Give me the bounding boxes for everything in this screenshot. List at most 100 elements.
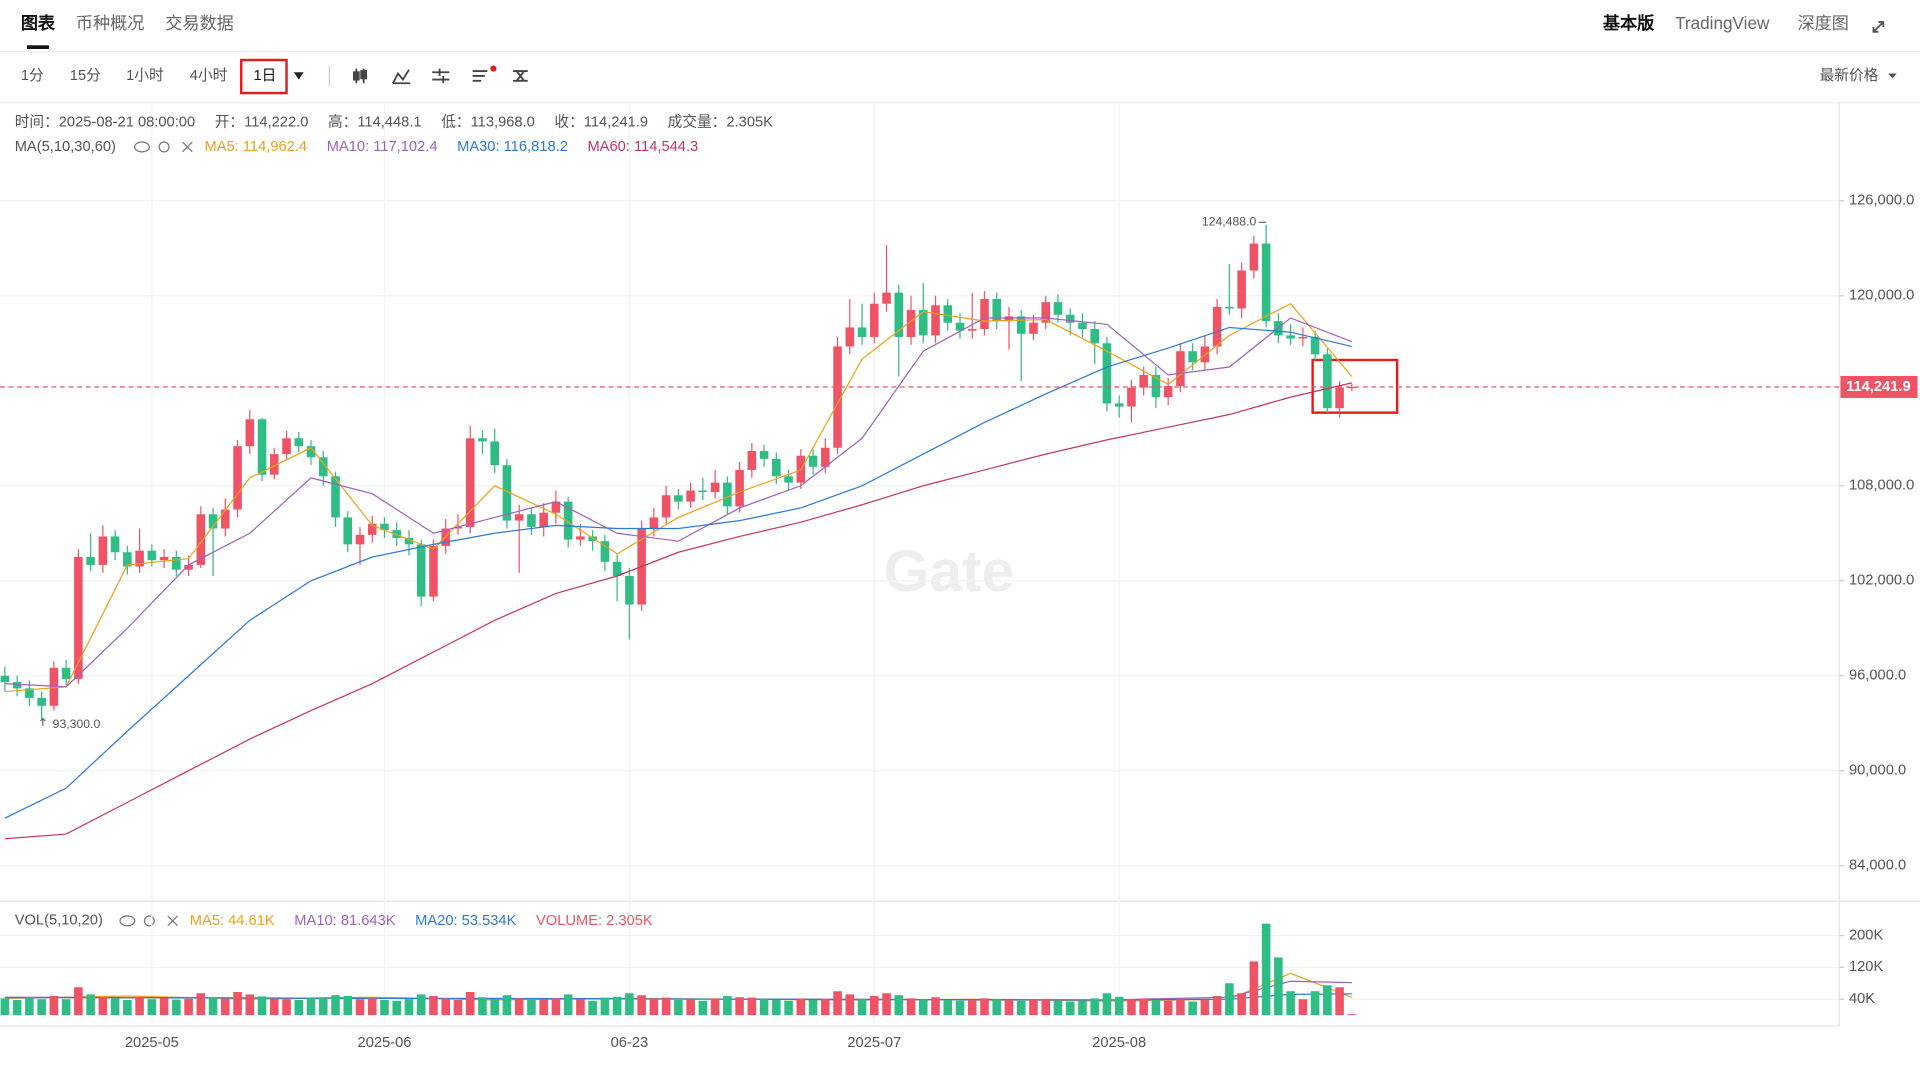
volume-bar: [12, 999, 22, 1016]
candle-body: [759, 450, 769, 459]
candle-body: [429, 545, 438, 597]
candle-body: [649, 517, 659, 529]
volume-bar: [514, 998, 524, 1016]
volume-bar: [612, 996, 622, 1016]
toolbar-icons: [352, 68, 528, 85]
candle-body: [1261, 243, 1271, 322]
y-tick-label: 120,000.0: [1849, 288, 1914, 304]
highlight-box: [1311, 358, 1399, 414]
volume-bar: [453, 999, 463, 1016]
candle-body: [49, 667, 59, 706]
candle-body: [600, 541, 610, 562]
volume-bar: [502, 995, 512, 1016]
candle-body: [1163, 386, 1173, 398]
dropdown-icon[interactable]: [293, 72, 304, 80]
volume-bar: [1078, 1000, 1087, 1016]
candle-body: [465, 438, 475, 527]
annotation-label: 93,300.0: [53, 717, 101, 731]
close-icon[interactable]: [182, 141, 193, 153]
candle-body: [821, 447, 830, 467]
eye-icon[interactable]: [119, 915, 136, 927]
volume-bar: [392, 1000, 402, 1016]
volume-bar: [661, 997, 671, 1016]
volume-bar: [172, 999, 181, 1016]
volume-bar: [551, 998, 561, 1016]
candle-body: [1151, 374, 1161, 398]
volume-bar: [61, 999, 71, 1016]
volume-legend: MA5: 44.61K MA10: 81.643K MA20: 53.534K VOL…: [190, 913, 653, 929]
volume-bar: [245, 994, 255, 1016]
candle-body: [1347, 386, 1357, 389]
candle-body: [1065, 314, 1075, 323]
fullscreen-icon[interactable]: [1872, 21, 1885, 33]
volume-bar: [906, 998, 916, 1016]
candle-body: [478, 438, 487, 442]
volume-bar: [1212, 996, 1222, 1016]
volume-bar: [1176, 999, 1185, 1016]
volume-bar: [1298, 999, 1308, 1016]
volume-bar: [674, 999, 683, 1016]
candle-body: [392, 530, 402, 539]
candle-body: [159, 557, 169, 561]
candle-body: [710, 482, 720, 493]
interval-button[interactable]: 1日: [253, 68, 276, 84]
price-type-select[interactable]: 最新价格: [1820, 67, 1879, 84]
volume-bar: [1016, 1000, 1026, 1016]
dropdown-icon[interactable]: [1888, 73, 1897, 79]
tab[interactable]: 币种概况: [76, 13, 145, 33]
volume-bar: [159, 997, 169, 1016]
candle-icon-body: [352, 71, 360, 81]
candle-body: [0, 675, 10, 683]
settings-icon[interactable]: [158, 141, 170, 153]
settings-icon[interactable]: [432, 68, 450, 84]
close-icon[interactable]: [167, 915, 178, 927]
candle-body: [221, 509, 230, 529]
candle-body: [404, 538, 414, 545]
candle-body: [184, 564, 193, 570]
interval-button[interactable]: 1小时: [126, 67, 164, 84]
candle-body: [735, 469, 744, 507]
legend-item: 时间：2025-08-21 08:00:00: [15, 113, 195, 130]
mode-tab[interactable]: 基本版: [1603, 13, 1655, 33]
volume-bar: [784, 1000, 793, 1016]
x-tick-label: 2025-08: [1092, 1035, 1146, 1051]
mode-tab[interactable]: TradingView: [1675, 13, 1770, 33]
candle-icon-body: [360, 70, 368, 80]
candle-body: [563, 501, 573, 540]
volume-bar: [882, 993, 891, 1016]
volume-bar: [367, 998, 377, 1016]
candle-body: [257, 419, 267, 475]
volume-bar: [343, 996, 353, 1016]
interval-button[interactable]: 15分: [70, 67, 101, 84]
volume-bar: [1114, 996, 1124, 1016]
legend-item: 成交量：2.305K: [668, 112, 774, 130]
interval-button[interactable]: 4小时: [190, 67, 228, 84]
indicator-icon[interactable]: [392, 69, 411, 85]
tab[interactable]: 交易数据: [165, 13, 234, 33]
volume-bar: [931, 997, 940, 1016]
compare-icon[interactable]: [513, 70, 528, 82]
volume-bar: [588, 1000, 597, 1016]
volume-bar: [845, 994, 855, 1016]
candle-body: [625, 576, 634, 605]
mode-tab[interactable]: 深度图: [1798, 13, 1849, 33]
volume-bar: [478, 997, 487, 1016]
candle-body: [992, 298, 1002, 322]
interval-button[interactable]: 1分: [21, 67, 44, 84]
volume-bar: [37, 999, 46, 1016]
settings-icon[interactable]: [143, 915, 155, 927]
volume-bar: [1225, 983, 1234, 1016]
candle-body: [1212, 306, 1222, 347]
volume-bar: [1188, 1001, 1197, 1016]
draw-icon[interactable]: [472, 70, 488, 82]
candle-body: [894, 292, 904, 337]
candle-body: [1114, 403, 1124, 407]
eye-icon[interactable]: [134, 141, 150, 153]
tab[interactable]: 图表: [21, 13, 56, 33]
candle-body: [1041, 302, 1050, 323]
candle-body: [1176, 351, 1185, 387]
candle-body: [845, 327, 855, 347]
